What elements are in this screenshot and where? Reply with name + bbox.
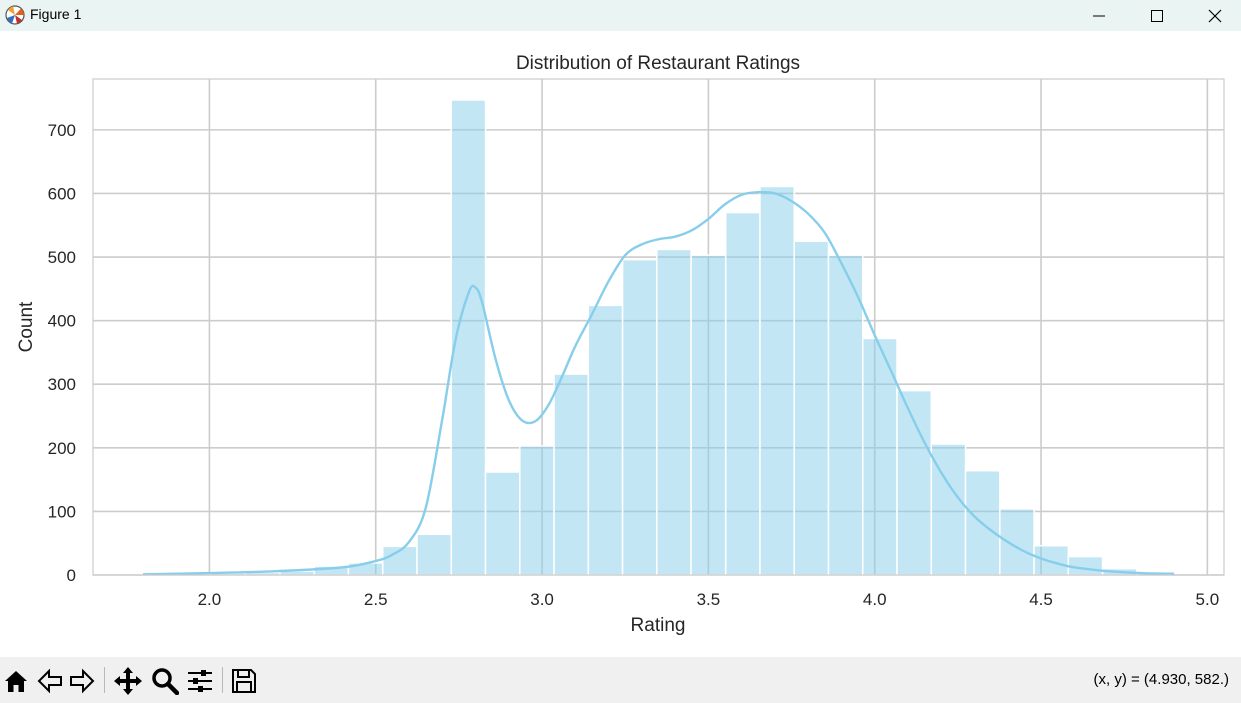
toolbar-separator (104, 667, 105, 693)
pan-icon (114, 667, 142, 695)
y-tick-label: 600 (48, 184, 76, 203)
zoom-button[interactable] (149, 665, 181, 697)
histogram-bar (827, 254, 864, 576)
y-tick-label: 300 (48, 375, 76, 394)
y-tick-label: 400 (48, 312, 76, 331)
histogram-bar (416, 533, 453, 576)
histogram-bars (142, 99, 1172, 576)
chart-title: Distribution of Restaurant Ratings (516, 53, 800, 74)
histogram-bar (896, 389, 933, 576)
histogram-bar (793, 240, 830, 576)
x-tick-label: 2.5 (364, 590, 388, 609)
save-icon (232, 669, 256, 693)
x-tick-label: 4.0 (863, 590, 887, 609)
x-tick-label: 5.0 (1196, 590, 1220, 609)
forward-icon (70, 668, 95, 694)
y-axis-label: Count (16, 301, 37, 352)
x-tick-label: 2.0 (198, 590, 222, 609)
zoom-icon (152, 668, 179, 695)
title-bar: Figure 1 (0, 0, 1241, 31)
toolbar-separator (222, 667, 223, 693)
histogram-bar (484, 471, 521, 576)
histogram-bar (621, 258, 658, 576)
window-title: Figure 1 (30, 6, 82, 22)
x-axis-label: Rating (631, 615, 686, 636)
configure-subplots-icon (188, 670, 212, 692)
histogram-bar (999, 508, 1035, 576)
y-tick-label: 100 (48, 502, 76, 521)
y-tick-label: 200 (48, 439, 76, 458)
histogram-bar (381, 545, 418, 576)
x-tick-labels: 2.0 2.5 3.0 3.5 4.0 4.5 5.0 (198, 590, 1220, 609)
navigation-toolbar: (x, y) = (4.930, 582.) (0, 657, 1241, 703)
configure-subplots-button[interactable] (184, 665, 216, 697)
home-icon (5, 671, 27, 692)
kde-line (142, 190, 1175, 576)
y-tick-labels: 0 100 200 300 400 500 600 700 (48, 121, 76, 585)
back-icon (37, 668, 62, 694)
close-icon (1208, 9, 1222, 22)
minimize-icon (1093, 15, 1105, 16)
home-button[interactable] (0, 665, 32, 697)
close-button[interactable] (1186, 0, 1241, 31)
histogram-bar (553, 373, 590, 576)
maximize-button[interactable] (1128, 0, 1186, 31)
back-button[interactable] (34, 665, 66, 697)
histogram-bar (656, 248, 692, 576)
histogram-bar (1033, 544, 1070, 576)
y-tick-label: 0 (67, 566, 76, 585)
x-tick-label: 3.5 (697, 590, 721, 609)
kde-curve (142, 190, 1175, 576)
histogram-bar (759, 185, 795, 576)
pan-button[interactable] (112, 665, 144, 697)
y-tick-label: 700 (48, 121, 76, 140)
x-tick-label: 4.5 (1029, 590, 1053, 609)
figure-canvas[interactable]: Distribution of Restaurant Ratings 2.0 2.… (0, 31, 1241, 657)
histogram-bar (690, 254, 727, 576)
forward-button[interactable] (66, 665, 98, 697)
histogram-bar (587, 304, 624, 576)
histogram-chart: Distribution of Restaurant Ratings 2.0 2.… (16, 53, 1225, 636)
histogram-bar (724, 211, 761, 576)
histogram-bar (519, 445, 555, 576)
x-tick-label: 3.0 (530, 590, 554, 609)
minimize-button[interactable] (1070, 0, 1128, 31)
y-tick-label: 500 (48, 248, 76, 267)
histogram-bar (1067, 555, 1104, 576)
save-button[interactable] (228, 665, 260, 697)
maximize-icon (1151, 9, 1163, 22)
plot-frame (92, 78, 1225, 576)
coordinate-readout: (x, y) = (4.930, 582.) (1093, 671, 1229, 688)
matplotlib-icon (5, 5, 25, 25)
